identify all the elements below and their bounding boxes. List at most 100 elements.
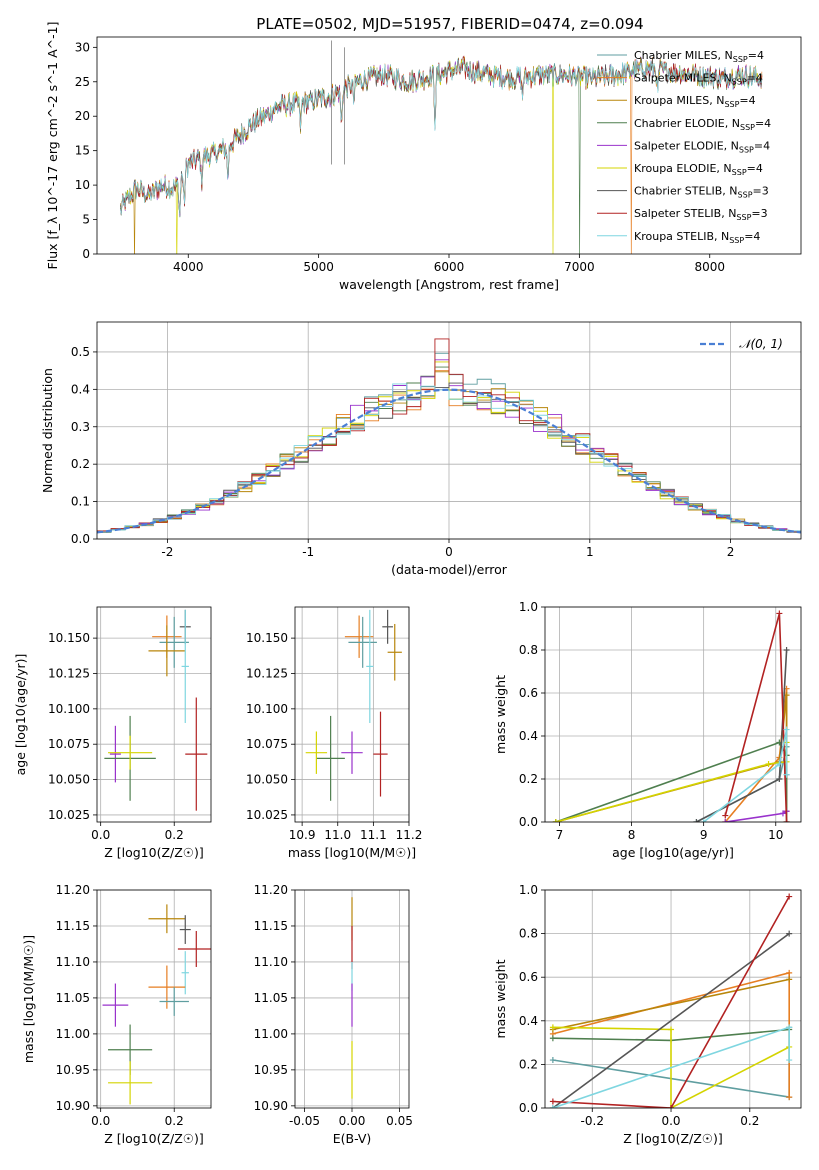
weight_vs_z-line-2	[552, 978, 790, 1031]
weight_vs_age-marker-5	[765, 760, 772, 767]
legend-name: Salpeter STELIB, N	[634, 207, 736, 220]
spectrum-ytick-label: 30	[75, 40, 90, 54]
weight_vs_z-ytick-label: 0.4	[519, 1014, 538, 1028]
weight_vs_z-plot-area	[549, 893, 793, 1108]
legend-entry-0: Chabrier MILES, NSSP=4	[634, 49, 764, 64]
mass_vs_z-ytick-label: 11.00	[56, 1027, 90, 1041]
histogram-series-6	[97, 382, 801, 533]
weight_vs_z-ytick-label: 0.6	[519, 970, 538, 984]
residuals-ytick-label: 0.3	[71, 420, 90, 434]
age_vs_mass-ytick-label: 10.150	[246, 631, 288, 645]
mass_vs_ebv-frame	[294, 889, 410, 1109]
legend-suffix: =4	[755, 117, 771, 130]
mass_vs_ebv-xtick-label: -0.05	[289, 1114, 320, 1128]
legend-name: Kroupa ELODIE, N	[634, 162, 732, 175]
spectrum-ytick-label: 15	[75, 144, 90, 158]
weight_vs_z-xtick-label: 0.0	[661, 1114, 680, 1128]
legend-sub: SSP	[724, 100, 739, 109]
legend-name: Chabrier ELODIE, N	[634, 117, 740, 130]
legend-suffix: =4	[754, 139, 770, 152]
mass_vs_z-ytick-label: 11.10	[56, 955, 90, 969]
mass_vs_z-ylabel: mass [log10(M/M☉)]	[21, 935, 36, 1063]
age_vs_mass-xtick-label: 10.9	[289, 828, 316, 842]
age_vs_z-ytick-label: 10.075	[48, 737, 90, 751]
legend-entry-3: Chabrier ELODIE, NSSP=4	[634, 117, 771, 132]
normal-legend-label: 𝒩(0, 1)	[739, 337, 783, 351]
residuals-xtick-label: 0	[445, 545, 453, 559]
legend-entry-2: Kroupa MILES, NSSP=4	[634, 94, 756, 109]
legend-name: Salpeter MILES, N	[634, 72, 732, 85]
weight_vs_z-marker-1	[786, 969, 793, 976]
weight_vs_z-ytick-label: 0.8	[519, 927, 538, 941]
weight_vs_age-marker-7	[776, 610, 783, 617]
weight_vs_age-panel: 7 8 9 10 0.0 0.2 0.4 0.6 0.8 1.0 age [log10(age/yr…	[493, 600, 802, 860]
residuals-ytick-label: 0.0	[71, 532, 90, 546]
residuals-ylabel: Normed distribution	[40, 368, 55, 493]
age_vs_z-xtick-label: 0.2	[165, 828, 184, 842]
residuals-ytick-label: 0.4	[71, 382, 90, 396]
spectrum-xtick-label: 6000	[434, 260, 465, 274]
legend-suffix: =3	[753, 185, 769, 198]
age_vs_mass-ytick-label: 10.075	[246, 737, 288, 751]
mass_vs_z-ytick-label: 10.90	[56, 1099, 90, 1113]
weight_vs_age-marker-6	[776, 776, 783, 782]
residuals-frame	[96, 321, 802, 540]
weight_vs_age-xtick-label: 7	[556, 828, 564, 842]
weight_vs_z-marker-7	[786, 1024, 793, 1031]
weight_vs_z-ytick-label: 1.0	[519, 883, 538, 897]
weight_vs_z-line-6	[552, 896, 790, 1108]
weight_vs_z-marker-5	[786, 930, 793, 937]
mass_vs_ebv-ytick-label: 11.00	[254, 1027, 288, 1041]
age_vs_mass-plot-area	[305, 609, 402, 801]
age_vs_z-panel: 0.0 0.2 10.025 10.050 10.075 10.100 10.125 10.1…	[13, 606, 212, 860]
residuals-xtick-label: -2	[161, 545, 173, 559]
legend-name: Kroupa MILES, N	[634, 94, 724, 107]
weight_vs_z-frame	[544, 889, 802, 1109]
legend-sub: SSP	[740, 123, 755, 132]
mass_vs_ebv-xlabel: E(B-V)	[333, 1131, 372, 1146]
spectrum-xtick-label: 7000	[564, 260, 595, 274]
legend-entry-5: Kroupa ELODIE, NSSP=4	[634, 162, 763, 177]
legend-suffix: =4	[748, 49, 764, 62]
weight_vs_z-ytick-label: 0.2	[519, 1057, 538, 1071]
age_vs_z-xlabel: Z [log10(Z/Z☉)]	[104, 845, 204, 860]
weight_vs_age-marker-6	[783, 647, 790, 653]
residuals-xlabel: (data-model)/error	[391, 562, 508, 577]
legend-entry-8: Kroupa STELIB, NSSP=4	[634, 230, 760, 245]
weight_vs_age-xtick-label: 10	[768, 828, 783, 842]
mass_vs_z-xtick-label: 0.0	[91, 1114, 110, 1128]
mass_vs_ebv-panel: -0.05 0.00 0.05 10.90 10.95 11.00 11.05 11.10 11…	[254, 883, 413, 1146]
weight_vs_age-ytick-label: 0.4	[519, 729, 538, 743]
spectrum-xlabel: wavelength [Angstrom, rest frame]	[339, 277, 559, 292]
weight_vs_z-xtick-label: -0.2	[581, 1114, 604, 1128]
legend-entry-4: Salpeter ELODIE, NSSP=4	[634, 139, 770, 154]
spectrum-panel: 4000 5000 6000 7000 8000 0 5 10 15 20 25 30 waveleng…	[45, 22, 802, 292]
weight_vs_age-ylabel: mass weight	[493, 675, 508, 754]
weight_vs_z-marker-4	[549, 1024, 556, 1031]
weight_vs_age-marker-8	[783, 771, 790, 778]
weight_vs_z-line-4	[552, 1026, 790, 1108]
residuals-ytick-label: 0.1	[71, 495, 90, 509]
mass_vs_ebv-ytick-label: 11.20	[254, 883, 288, 897]
mass_vs_z-frame	[96, 889, 212, 1109]
mass_vs_ebv-ytick-label: 11.15	[254, 919, 288, 933]
mass_vs_z-ytick-label: 11.15	[56, 919, 90, 933]
mass_vs_ebv-xtick-label: 0.05	[386, 1114, 413, 1128]
weight_vs_age-marker-4	[722, 819, 729, 822]
weight_vs_age-frame	[544, 606, 802, 823]
weight_vs_age-plot-area	[552, 610, 790, 822]
mass_vs_ebv-ytick-label: 10.90	[254, 1099, 288, 1113]
weight_vs_z-ytick-label: 0.0	[519, 1101, 538, 1115]
weight_vs_age-marker-6	[693, 819, 700, 822]
residuals-xtick-label: -1	[302, 545, 314, 559]
spectrum-ylabel: Flux [f_λ 10^-17 erg cm^-2 s^-1 A^-1]	[45, 22, 60, 270]
weight_vs_age-marker-8	[776, 760, 783, 767]
legend-suffix: =4	[747, 72, 763, 85]
weight_vs_age-ytick-label: 0.2	[519, 772, 538, 786]
mass_vs_z-plot-area	[102, 904, 211, 1105]
age_vs_mass-frame	[294, 606, 410, 823]
histogram-series-7	[97, 338, 801, 532]
legend-suffix: =3	[751, 207, 767, 220]
age_vs_mass-ytick-label: 10.025	[246, 808, 288, 822]
spectrum-ytick-label: 0	[82, 247, 90, 261]
